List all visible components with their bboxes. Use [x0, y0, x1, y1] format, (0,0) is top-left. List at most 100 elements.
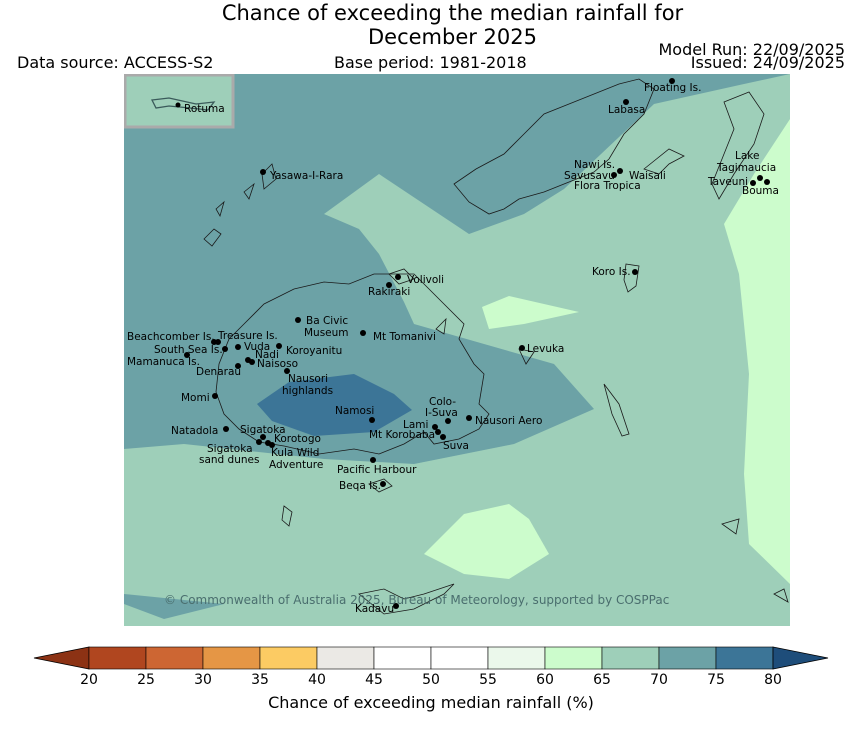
- model-run-label: Model Run: 22/09/2025: [658, 40, 846, 59]
- colorbar-segment-25-30: [145, 646, 204, 670]
- place-mt-tomanivi: Mt Tomanivi: [373, 331, 436, 343]
- zone-60-65-east: [724, 119, 790, 584]
- colorbar-tick-70: 70: [650, 672, 668, 688]
- yasawa-coast-1: [261, 163, 277, 190]
- place-mt-korobaba: Mt Korobaba: [369, 429, 435, 441]
- place-dot-nausori-aero: [466, 415, 472, 421]
- place-lake-tagimaucia-2: Tagimaucia: [716, 162, 776, 174]
- koro-island-coast: [623, 263, 640, 293]
- place-sigatoka-dunes-2: sand dunes: [199, 454, 259, 466]
- place-dot-nausori-highlands: [284, 368, 290, 374]
- place-ba-civic-2: Museum: [304, 327, 349, 339]
- place-bouma: Bouma: [742, 185, 779, 197]
- colorbar-segment-40-45: [316, 646, 375, 670]
- colorbar-segment-35-40: [259, 646, 318, 670]
- place-kula-2: Adventure: [269, 459, 323, 471]
- place-dot-labasa: [623, 99, 629, 105]
- colorbar-segment-45-50: [373, 646, 432, 670]
- place-taveuni: Taveuni: [707, 176, 748, 188]
- place-yasawa: Yasawa-I-Rara: [269, 170, 343, 182]
- place-labasa: Labasa: [608, 104, 645, 116]
- place-dot-rakiraki: [386, 282, 392, 288]
- colorbar-tick-35: 35: [251, 672, 269, 688]
- place-dot-floating-is: [669, 78, 675, 84]
- zone-60-65-central: [482, 296, 579, 329]
- place-nausori-hl-2: highlands: [282, 385, 333, 397]
- place-dot-ba-civic: [295, 317, 301, 323]
- place-levuka: Levuka: [527, 343, 564, 355]
- place-nausori-hl-1: Nausori: [288, 373, 328, 385]
- vanua-levu-coast: [453, 78, 655, 215]
- place-floating-is: Floating Is.: [644, 82, 701, 94]
- colorbar-segment-75-80: [715, 646, 774, 670]
- place-lami: Lami: [403, 419, 428, 431]
- place-nawi-is: Nawi Is.: [574, 159, 615, 171]
- place-dot-savusavu: [611, 172, 617, 178]
- place-dot-taveuni: [750, 180, 756, 186]
- colorbar-label: Chance of exceeding median rainfall (%): [268, 693, 594, 712]
- place-markers: Floating Is. Labasa Nawi Is. Savusavu Wa…: [127, 78, 779, 615]
- place-dot-natadola: [223, 426, 229, 432]
- place-dot-korotogo: [256, 439, 262, 445]
- colorbar-extend-high: [772, 646, 829, 670]
- islet-lomaiviti: [518, 348, 535, 365]
- place-dot-sigatoka: [260, 434, 266, 440]
- colorbar-segment-50-55: [430, 646, 489, 670]
- place-dot-denarau: [235, 363, 241, 369]
- colorbar-tick-75: 75: [707, 672, 725, 688]
- colorbar-tick-65: 65: [593, 672, 611, 688]
- place-dot-mt-tomanivi: [360, 330, 366, 336]
- place-dot-kadavu: [393, 603, 399, 609]
- colorbar-tick-45: 45: [365, 672, 383, 688]
- rotuma-dot: [175, 102, 181, 108]
- colorbar-tick-50: 50: [422, 672, 440, 688]
- yasawa-coast-3: [215, 200, 225, 218]
- colorbar-segment-30-35: [202, 646, 261, 670]
- place-namosi: Namosi: [335, 405, 374, 417]
- colorbar-tick-20: 20: [80, 672, 98, 688]
- rainfall-map: Rotuma Floating Is. Labasa Nawi Is. Savu…: [124, 74, 790, 626]
- place-dot-colo-suva: [445, 418, 451, 424]
- issued-label: Issued: 24/09/2025: [690, 53, 845, 72]
- place-savusavu: Savusavu: [564, 170, 615, 182]
- colorbar-segment-65-70: [601, 646, 660, 670]
- copyright-text: © Commonwealth of Australia 2025, Bureau…: [164, 593, 669, 607]
- title-line-2: December 2025: [367, 25, 537, 49]
- place-dot-momi: [212, 393, 218, 399]
- place-dot-mamanuca: [184, 352, 190, 358]
- place-rakiraki: Rakiraki: [368, 286, 410, 298]
- place-dot-treasure: [215, 339, 221, 345]
- place-nausori-aero: Nausori Aero: [475, 415, 542, 427]
- place-treasure: Treasure Is.: [217, 330, 278, 342]
- beqa-coast: [368, 478, 393, 493]
- place-suva: Suva: [443, 440, 469, 452]
- place-dot-sigatoka-dunes: [269, 442, 275, 448]
- place-dot-pacific-harbour: [370, 457, 376, 463]
- title-line-1: Chance of exceeding the median rainfall …: [221, 1, 684, 25]
- place-dot-volivoli: [395, 274, 401, 280]
- place-dot-koro-is: [632, 269, 638, 275]
- data-source-label: Data source: ACCESS-S2: [17, 53, 214, 72]
- islet-east-viti: [603, 383, 630, 437]
- colorbar-segment-20-25: [88, 646, 147, 670]
- place-pacific-harbour: Pacific Harbour: [337, 464, 417, 476]
- place-dot-nawi-is: [617, 168, 623, 174]
- rotuma-inset: [124, 74, 235, 129]
- colorbar-tick-60: 60: [536, 672, 554, 688]
- colorbar-segment-55-60: [487, 646, 546, 670]
- place-vuda: Vuda: [244, 341, 270, 353]
- taveuni-coast: [711, 91, 765, 200]
- place-sigatoka: Sigatoka: [240, 424, 286, 436]
- place-beachcomber: Beachcomber Is.: [127, 331, 215, 343]
- colorbar-tick-40: 40: [308, 672, 326, 688]
- colorbar-extend-low: [33, 646, 90, 670]
- colorbar: [33, 646, 829, 670]
- colorbar-tick-30: 30: [194, 672, 212, 688]
- place-mamanuca: Mamanuca Is.: [127, 356, 200, 368]
- place-dot-bouma: [764, 179, 770, 185]
- place-korotogo: Korotogo: [274, 433, 321, 445]
- place-flora-tropica: Flora Tropica: [574, 180, 641, 192]
- place-dot-lake-tagimaucia: [757, 175, 763, 181]
- place-momi: Momi: [181, 392, 210, 404]
- place-nadi: Nadi: [255, 349, 279, 361]
